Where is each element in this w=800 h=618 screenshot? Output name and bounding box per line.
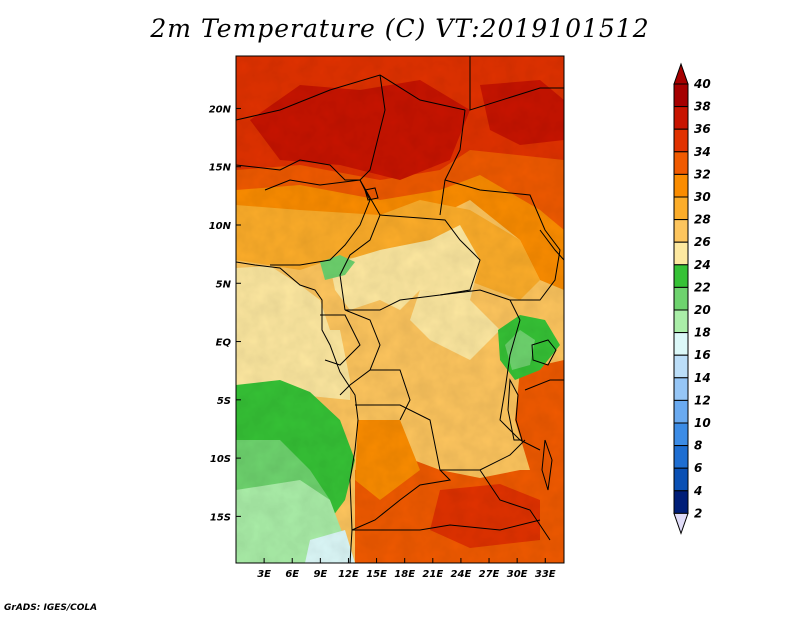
lat-tick-label: 15N bbox=[209, 163, 232, 174]
colorbar-segment bbox=[673, 377, 689, 401]
lon-tick-label: 18E bbox=[394, 569, 415, 580]
lon-tick-label: 6E bbox=[285, 569, 299, 580]
border-drc-west bbox=[370, 369, 411, 421]
border-cameroon bbox=[339, 179, 381, 311]
colorbar-label: 20 bbox=[694, 303, 711, 317]
lake-chad bbox=[364, 187, 379, 201]
colorbar-arrow-top bbox=[673, 62, 689, 85]
colorbar-segment bbox=[673, 264, 689, 288]
colorbar-label: 34 bbox=[694, 145, 711, 159]
lake-tanganyika bbox=[507, 378, 523, 441]
colorbar-segment bbox=[673, 219, 689, 243]
colorbar-label: 12 bbox=[694, 393, 711, 407]
grads-credit: GrADS: IGES/COLA bbox=[4, 603, 98, 613]
border-angola-zambia bbox=[440, 439, 526, 471]
colorbar-segment bbox=[673, 399, 689, 424]
colorbar-label: 18 bbox=[694, 326, 711, 340]
colorbar-segment bbox=[673, 196, 689, 221]
colorbar-label: 28 bbox=[694, 213, 711, 227]
colorbar-segment bbox=[673, 83, 689, 108]
coastline-west-africa bbox=[236, 261, 359, 563]
colorbar-label: 38 bbox=[694, 100, 711, 114]
colorbar-label: 14 bbox=[694, 371, 711, 385]
colorbar-label: 10 bbox=[694, 416, 711, 430]
border-congo bbox=[339, 309, 381, 396]
colorbar-label: 24 bbox=[694, 258, 711, 272]
field-texture bbox=[236, 56, 564, 563]
colorbar-label: 6 bbox=[694, 461, 702, 475]
border-algeria-niger bbox=[236, 74, 466, 121]
lat-tick-label: 20N bbox=[209, 104, 232, 115]
colorbar: 40 38 36 34 32 30 28 26 24 22 20 18 16 14 12 10 8 6 4 2 bbox=[673, 62, 711, 535]
lon-tick-label: 3E bbox=[257, 569, 271, 580]
border-tanzania bbox=[524, 379, 564, 391]
colorbar-segment bbox=[673, 173, 689, 198]
lat-tick-label: 5S bbox=[217, 396, 231, 407]
border-libya bbox=[469, 56, 564, 111]
lat-tick-label: EQ bbox=[216, 338, 232, 349]
colorbar-arrow-bottom bbox=[673, 512, 689, 535]
lake-malawi bbox=[541, 439, 553, 491]
lat-tick-label: 10S bbox=[210, 454, 231, 465]
colorbar-label: 8 bbox=[694, 439, 702, 453]
lake-victoria bbox=[531, 339, 557, 366]
border-sudan-south bbox=[444, 179, 561, 301]
colorbar-segment bbox=[673, 151, 689, 175]
lat-tick-label: 5N bbox=[216, 279, 232, 290]
colorbar-segment bbox=[673, 467, 689, 492]
colorbar-segment bbox=[673, 286, 689, 311]
colorbar-segment bbox=[673, 332, 689, 356]
colorbar-label: 22 bbox=[694, 280, 711, 294]
border-mali-niger bbox=[236, 159, 360, 181]
colorbar-segment bbox=[673, 422, 689, 447]
plot-title: 2m Temperature (C) VT:2019101512 bbox=[150, 14, 650, 43]
map-frame bbox=[235, 55, 565, 564]
border-nigeria bbox=[264, 179, 371, 266]
lon-tick-label: 24E bbox=[451, 569, 472, 580]
map-axes: 3E 6E 9E 12E 15E 18E 21E 24E 27E 30E 33E 20N 15N 10N 5… bbox=[209, 104, 556, 580]
colorbar-label: 30 bbox=[694, 190, 711, 204]
lat-tick-label: 15S bbox=[210, 512, 231, 523]
border-niger-chad bbox=[359, 74, 386, 181]
border-drc-north bbox=[439, 289, 521, 321]
colorbar-label: 32 bbox=[694, 167, 711, 181]
border-chad-sudan bbox=[439, 109, 466, 216]
colorbar-segment bbox=[673, 445, 689, 469]
lon-tick-label: 27E bbox=[479, 569, 500, 580]
lat-tick-label: 10N bbox=[209, 221, 232, 232]
border-ethiopia bbox=[539, 229, 564, 261]
colorbar-label: 16 bbox=[694, 348, 711, 362]
border-angola bbox=[351, 404, 452, 531]
colorbar-label: 2 bbox=[694, 506, 702, 520]
colorbar-segment bbox=[673, 354, 689, 379]
colorbar-segment bbox=[673, 490, 689, 514]
colorbar-segment bbox=[673, 106, 689, 130]
lon-tick-label: 12E bbox=[338, 569, 359, 580]
colorbar-segment bbox=[673, 309, 689, 334]
border-drc-east bbox=[499, 319, 541, 451]
border-car bbox=[345, 214, 481, 311]
colorbar-label: 26 bbox=[694, 235, 711, 249]
colorbar-label: 36 bbox=[694, 122, 711, 136]
colorbar-segment bbox=[673, 241, 689, 266]
temperature-field bbox=[236, 56, 564, 563]
border-zambia-zim bbox=[479, 469, 551, 541]
lon-tick-label: 33E bbox=[535, 569, 556, 580]
colorbar-segment bbox=[673, 128, 689, 153]
lon-tick-label: 9E bbox=[313, 569, 327, 580]
border-namibia bbox=[352, 519, 541, 531]
lon-tick-label: 30E bbox=[507, 569, 528, 580]
colorbar-label: 40 bbox=[693, 77, 711, 91]
colorbar-label: 4 bbox=[693, 484, 702, 498]
lon-tick-label: 21E bbox=[422, 569, 443, 580]
border-gabon bbox=[320, 314, 361, 366]
lon-tick-label: 15E bbox=[366, 569, 387, 580]
country-borders bbox=[236, 56, 564, 563]
